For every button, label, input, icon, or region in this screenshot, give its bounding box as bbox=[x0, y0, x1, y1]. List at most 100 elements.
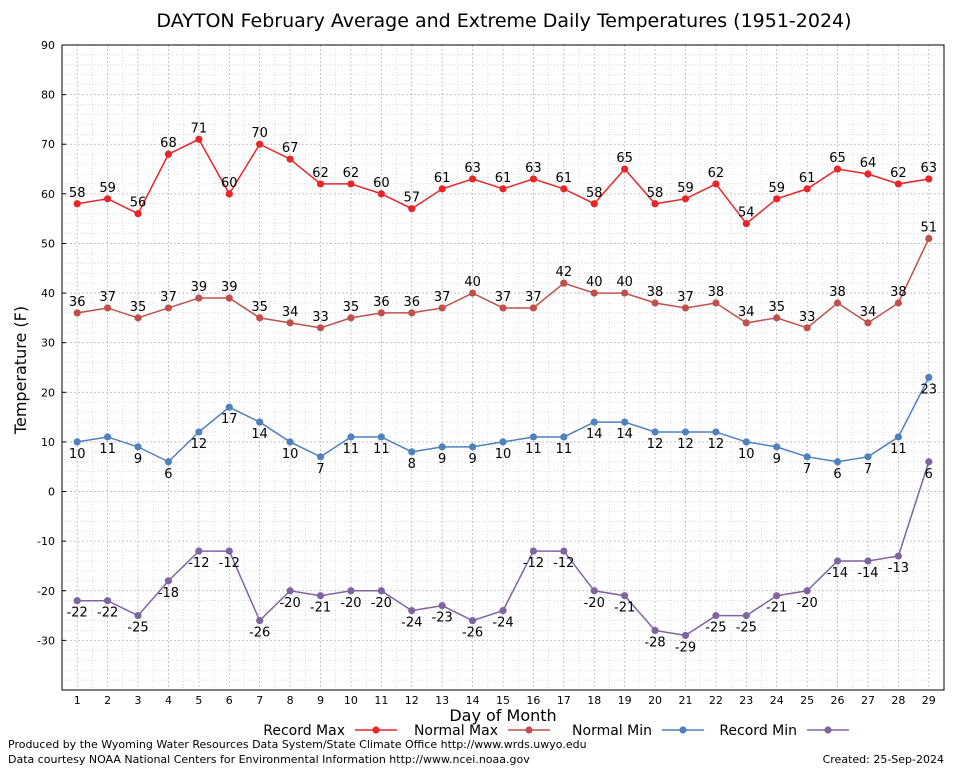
data-label: -12 bbox=[188, 556, 209, 571]
data-label: -13 bbox=[888, 561, 909, 576]
data-point bbox=[164, 150, 173, 158]
data-label: 14 bbox=[616, 427, 633, 442]
data-point bbox=[925, 234, 933, 243]
data-point bbox=[256, 616, 264, 625]
data-point bbox=[894, 433, 902, 441]
y-tick-label: -20 bbox=[37, 585, 55, 598]
x-tick-label: 19 bbox=[618, 694, 632, 707]
data-label: 6 bbox=[925, 467, 933, 482]
data-label: 34 bbox=[738, 305, 755, 320]
x-tick-label: 25 bbox=[800, 694, 814, 707]
data-label: -21 bbox=[310, 601, 331, 616]
data-point bbox=[925, 175, 933, 183]
data-point bbox=[408, 607, 416, 615]
data-point bbox=[773, 592, 781, 600]
data-label: 67 bbox=[282, 141, 299, 156]
legend-marker bbox=[525, 726, 533, 734]
data-point bbox=[286, 587, 294, 595]
y-tick-label: -10 bbox=[37, 535, 55, 548]
legend-marker bbox=[824, 726, 832, 734]
data-label: 33 bbox=[799, 310, 816, 325]
data-label: -14 bbox=[857, 566, 878, 581]
data-label: 38 bbox=[647, 285, 664, 300]
data-label: 56 bbox=[130, 196, 147, 211]
data-label: 35 bbox=[768, 300, 785, 315]
x-tick-label: 8 bbox=[287, 694, 294, 707]
data-point bbox=[742, 438, 750, 446]
data-point bbox=[164, 304, 173, 312]
data-label: -25 bbox=[127, 621, 148, 636]
data-point bbox=[256, 140, 264, 148]
data-label: 12 bbox=[677, 437, 694, 452]
x-tick-label: 13 bbox=[435, 694, 449, 707]
data-label: 35 bbox=[251, 300, 268, 315]
data-label: 7 bbox=[316, 462, 324, 477]
legend-label: Record Min bbox=[719, 723, 797, 739]
data-label: 11 bbox=[343, 442, 360, 457]
data-point bbox=[468, 616, 477, 625]
data-label: -12 bbox=[219, 556, 240, 571]
data-label: -28 bbox=[644, 635, 665, 650]
data-label: 38 bbox=[890, 285, 907, 300]
data-label: 59 bbox=[99, 181, 116, 196]
data-label: 14 bbox=[586, 427, 603, 442]
data-point bbox=[529, 304, 538, 312]
x-tick-label: 6 bbox=[226, 694, 233, 707]
data-point bbox=[438, 304, 446, 312]
y-tick-label: 10 bbox=[41, 436, 55, 449]
data-point bbox=[164, 577, 173, 585]
data-point bbox=[925, 373, 933, 382]
data-label: -12 bbox=[523, 556, 544, 571]
footer-producer: Produced by the Wyoming Water Resources … bbox=[8, 738, 587, 751]
data-point bbox=[225, 547, 233, 555]
data-point bbox=[134, 443, 142, 451]
y-axis: -30 -20 -10 0 10 20 30 40 50 60 70 80 90 bbox=[37, 39, 66, 647]
y-tick-label: 70 bbox=[41, 138, 55, 151]
data-label: 60 bbox=[221, 176, 238, 191]
data-label: 58 bbox=[647, 186, 664, 201]
data-point bbox=[73, 200, 81, 208]
data-label: 59 bbox=[768, 181, 785, 196]
footer-source: Data courtesy NOAA National Centers for … bbox=[8, 753, 530, 766]
data-point bbox=[104, 304, 112, 312]
x-tick-label: 27 bbox=[861, 694, 875, 707]
data-point bbox=[408, 448, 416, 456]
data-label: 71 bbox=[191, 121, 208, 136]
data-label: 37 bbox=[525, 290, 542, 305]
data-label: 36 bbox=[69, 295, 86, 310]
data-label: 60 bbox=[373, 176, 390, 191]
data-point bbox=[833, 165, 842, 173]
data-point bbox=[894, 552, 902, 560]
data-point bbox=[225, 294, 233, 302]
data-label: 35 bbox=[343, 300, 360, 315]
data-label: 54 bbox=[738, 206, 755, 221]
legend: Record Max Normal Max Normal Min Record Min bbox=[263, 723, 849, 739]
data-label: 11 bbox=[99, 442, 116, 457]
data-point bbox=[195, 294, 203, 302]
data-label: -18 bbox=[158, 586, 179, 601]
legend-marker bbox=[372, 726, 380, 734]
data-point bbox=[833, 458, 842, 466]
data-point bbox=[164, 458, 173, 466]
data-label: 9 bbox=[468, 452, 476, 467]
data-label: 40 bbox=[586, 275, 603, 290]
y-tick-label: 60 bbox=[41, 188, 55, 201]
data-point bbox=[225, 190, 233, 198]
x-tick-label: 22 bbox=[709, 694, 723, 707]
grid bbox=[62, 45, 944, 690]
data-label: 10 bbox=[69, 447, 86, 462]
data-point bbox=[833, 299, 842, 307]
data-point bbox=[833, 557, 842, 565]
data-point bbox=[712, 428, 720, 436]
legend-label: Record Max bbox=[263, 723, 345, 739]
data-point bbox=[438, 185, 446, 193]
data-point bbox=[864, 319, 872, 327]
data-point bbox=[681, 304, 690, 312]
data-label: 70 bbox=[251, 126, 268, 141]
data-point bbox=[347, 587, 355, 595]
data-label: -26 bbox=[462, 626, 483, 641]
data-point bbox=[560, 433, 568, 441]
x-tick-label: 17 bbox=[557, 694, 571, 707]
